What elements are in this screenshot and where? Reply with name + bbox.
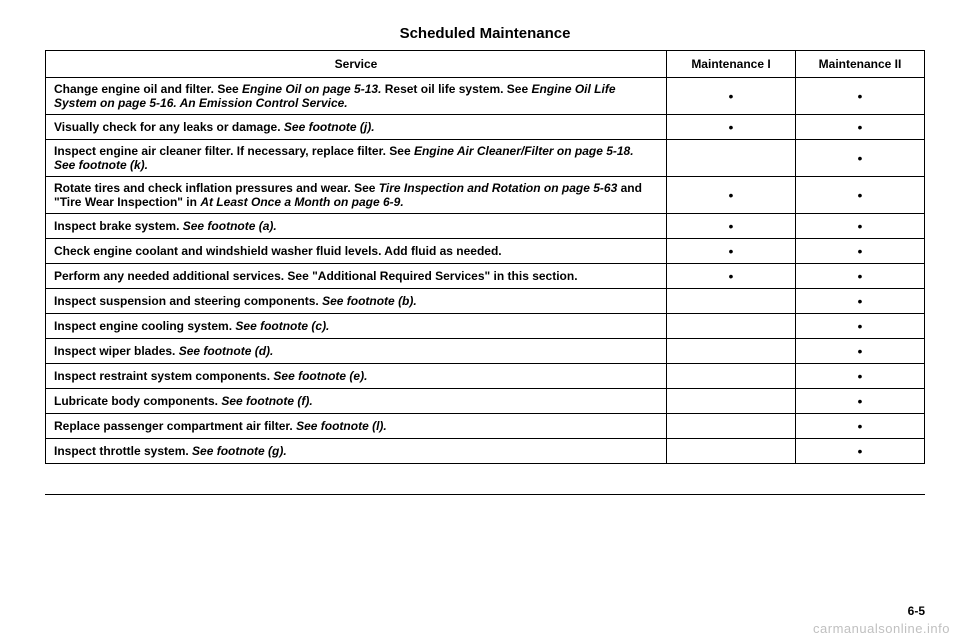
maintenance-ii-cell: •	[796, 264, 925, 289]
table-row: Replace passenger compartment air filter…	[46, 414, 925, 439]
maintenance-i-cell	[667, 414, 796, 439]
maintenance-ii-cell: •	[796, 389, 925, 414]
maintenance-ii-cell: •	[796, 239, 925, 264]
col-header-m2: Maintenance II	[796, 51, 925, 78]
table-row: Rotate tires and check inflation pressur…	[46, 177, 925, 214]
maintenance-ii-cell: •	[796, 289, 925, 314]
maintenance-i-cell	[667, 364, 796, 389]
service-cell: Inspect engine air cleaner filter. If ne…	[46, 140, 667, 177]
service-cell: Lubricate body components. See footnote …	[46, 389, 667, 414]
maintenance-i-cell	[667, 289, 796, 314]
maintenance-ii-cell: •	[796, 339, 925, 364]
maintenance-i-cell: •	[667, 78, 796, 115]
table-row: Change engine oil and filter. See Engine…	[46, 78, 925, 115]
col-header-service: Service	[46, 51, 667, 78]
service-cell: Rotate tires and check inflation pressur…	[46, 177, 667, 214]
maintenance-i-cell	[667, 314, 796, 339]
maintenance-i-cell: •	[667, 239, 796, 264]
maintenance-i-cell	[667, 140, 796, 177]
service-cell: Perform any needed additional services. …	[46, 264, 667, 289]
maintenance-i-cell	[667, 389, 796, 414]
service-cell: Check engine coolant and windshield wash…	[46, 239, 667, 264]
maintenance-ii-cell: •	[796, 177, 925, 214]
watermark: carmanualsonline.info	[813, 621, 950, 636]
table-header-row: Service Maintenance I Maintenance II	[46, 51, 925, 78]
maintenance-ii-cell: •	[796, 314, 925, 339]
service-cell: Inspect brake system. See footnote (a).	[46, 214, 667, 239]
table-row: Perform any needed additional services. …	[46, 264, 925, 289]
service-cell: Inspect throttle system. See footnote (g…	[46, 439, 667, 464]
service-cell: Change engine oil and filter. See Engine…	[46, 78, 667, 115]
table-row: Inspect wiper blades. See footnote (d). •	[46, 339, 925, 364]
table-row: Check engine coolant and windshield wash…	[46, 239, 925, 264]
table-row: Visually check for any leaks or damage. …	[46, 115, 925, 140]
service-cell: Inspect restraint system components. See…	[46, 364, 667, 389]
table-row: Inspect engine cooling system. See footn…	[46, 314, 925, 339]
maintenance-i-cell: •	[667, 264, 796, 289]
table-row: Inspect suspension and steering componen…	[46, 289, 925, 314]
maintenance-i-cell: •	[667, 115, 796, 140]
maintenance-ii-cell: •	[796, 414, 925, 439]
service-cell: Replace passenger compartment air filter…	[46, 414, 667, 439]
table-row: Inspect engine air cleaner filter. If ne…	[46, 140, 925, 177]
maintenance-ii-cell: •	[796, 214, 925, 239]
service-cell: Inspect suspension and steering componen…	[46, 289, 667, 314]
maintenance-ii-cell: •	[796, 78, 925, 115]
maintenance-ii-cell: •	[796, 439, 925, 464]
maintenance-ii-cell: •	[796, 115, 925, 140]
maintenance-table: Service Maintenance I Maintenance II Cha…	[45, 50, 925, 464]
maintenance-i-cell: •	[667, 177, 796, 214]
table-row: Lubricate body components. See footnote …	[46, 389, 925, 414]
footer-divider	[45, 494, 925, 495]
maintenance-i-cell: •	[667, 214, 796, 239]
page-number: 6-5	[908, 604, 925, 618]
service-cell: Inspect engine cooling system. See footn…	[46, 314, 667, 339]
col-header-m1: Maintenance I	[667, 51, 796, 78]
service-cell: Inspect wiper blades. See footnote (d).	[46, 339, 667, 364]
maintenance-i-cell	[667, 439, 796, 464]
table-row: Inspect throttle system. See footnote (g…	[46, 439, 925, 464]
maintenance-i-cell	[667, 339, 796, 364]
service-cell: Visually check for any leaks or damage. …	[46, 115, 667, 140]
table-title: Scheduled Maintenance	[45, 25, 925, 42]
maintenance-ii-cell: •	[796, 364, 925, 389]
table-row: Inspect restraint system components. See…	[46, 364, 925, 389]
table-row: Inspect brake system. See footnote (a).•…	[46, 214, 925, 239]
maintenance-ii-cell: •	[796, 140, 925, 177]
